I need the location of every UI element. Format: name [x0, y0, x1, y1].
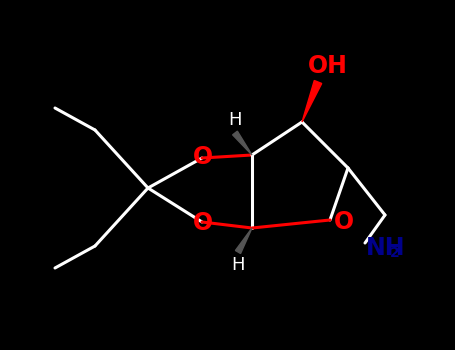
Polygon shape — [233, 131, 252, 155]
Polygon shape — [302, 80, 322, 122]
Text: OH: OH — [308, 54, 348, 78]
Text: NH: NH — [366, 236, 405, 260]
Text: 2: 2 — [390, 246, 400, 260]
Text: H: H — [228, 111, 242, 129]
Text: O: O — [334, 210, 354, 234]
Text: O: O — [193, 145, 213, 169]
Polygon shape — [235, 228, 252, 253]
Text: H: H — [231, 256, 245, 274]
Text: O: O — [193, 211, 213, 235]
